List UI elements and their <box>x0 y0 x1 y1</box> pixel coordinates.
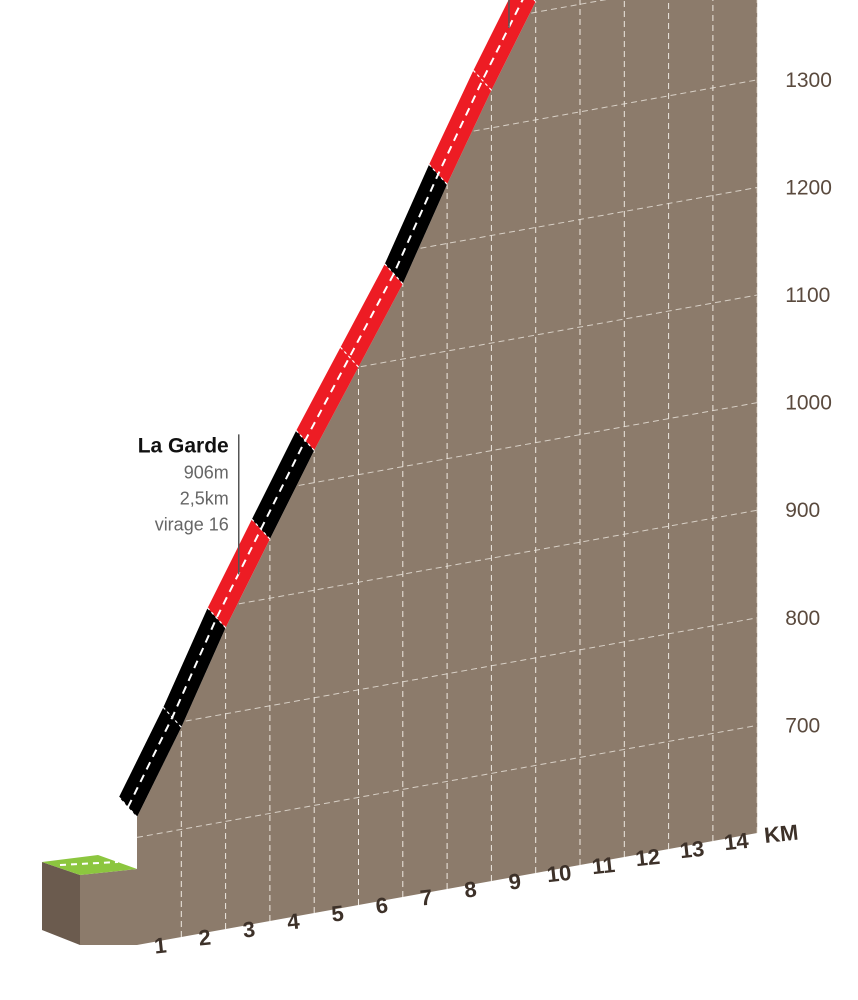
road-segment-separator <box>472 70 492 91</box>
x-tick-label: 1 <box>153 932 168 958</box>
terrain-front <box>137 0 758 945</box>
grid-line-alt <box>360 294 758 368</box>
start-platform-dash <box>59 861 119 866</box>
grid-lines <box>136 0 758 937</box>
x-axis-unit-label: KM <box>763 820 800 848</box>
x-tick-label: 12 <box>634 844 661 871</box>
annotation: La Garde 906m 2,5km virage 16 <box>138 434 240 575</box>
road-segment-separator <box>207 607 227 629</box>
x-tick-label: 7 <box>419 884 434 910</box>
x-tick-label: 5 <box>330 900 345 926</box>
annotations: La Garde 906m 2,5km virage 16 Huez1426m8,6km… <box>138 0 510 575</box>
x-tick-label: 10 <box>546 860 573 887</box>
annotation-name: La Garde <box>138 434 229 457</box>
grid-line-alt <box>136 724 758 838</box>
y-tick-label: 800 <box>785 607 820 630</box>
start-platform <box>42 855 137 945</box>
road-centerline <box>127 0 524 808</box>
road-segment-separator <box>340 346 359 368</box>
annotation-detail: 906m <box>184 462 229 482</box>
grid-line-alt <box>298 402 758 486</box>
y-tick-label: 1300 <box>785 69 832 92</box>
y-axis-ticks: 7008009001000110012001300140015001600170… <box>785 69 832 738</box>
x-tick-label: 2 <box>197 924 212 950</box>
start-platform-front <box>80 869 137 945</box>
road-segment <box>473 0 536 91</box>
x-tick-label: 11 <box>590 852 616 879</box>
x-tick-label: 4 <box>286 908 302 934</box>
road-segment <box>119 707 182 817</box>
y-tick-label: 700 <box>785 714 820 737</box>
grid-line-alt <box>185 617 758 722</box>
y-tick-label: 1200 <box>785 176 832 199</box>
y-tick-label: 1100 <box>785 284 830 307</box>
x-tick-label: 13 <box>678 836 705 863</box>
start-platform-top <box>42 855 137 875</box>
y-tick-label: 1000 <box>785 392 832 415</box>
grid-line-alt <box>420 186 758 249</box>
annotation: Huez1426m8,6kmvirage 6 <box>508 0 510 28</box>
x-tick-label: 6 <box>374 892 389 918</box>
x-tick-label: 8 <box>463 876 478 902</box>
x-axis-ticks: 1 2 3 4 5 6 7 8 9 10 11 12 13 14 <box>153 828 751 959</box>
x-tick-label: 3 <box>242 916 257 942</box>
start-platform-side <box>42 862 80 945</box>
annotation-detail: 2,5km <box>180 488 229 508</box>
y-tick-label: 900 <box>785 499 820 522</box>
x-tick-label: 9 <box>507 868 522 894</box>
x-tick-label: 14 <box>723 828 751 856</box>
grid-line-alt <box>473 79 758 132</box>
grid-line-alt <box>238 509 758 605</box>
annotation-detail: virage 16 <box>155 514 229 534</box>
